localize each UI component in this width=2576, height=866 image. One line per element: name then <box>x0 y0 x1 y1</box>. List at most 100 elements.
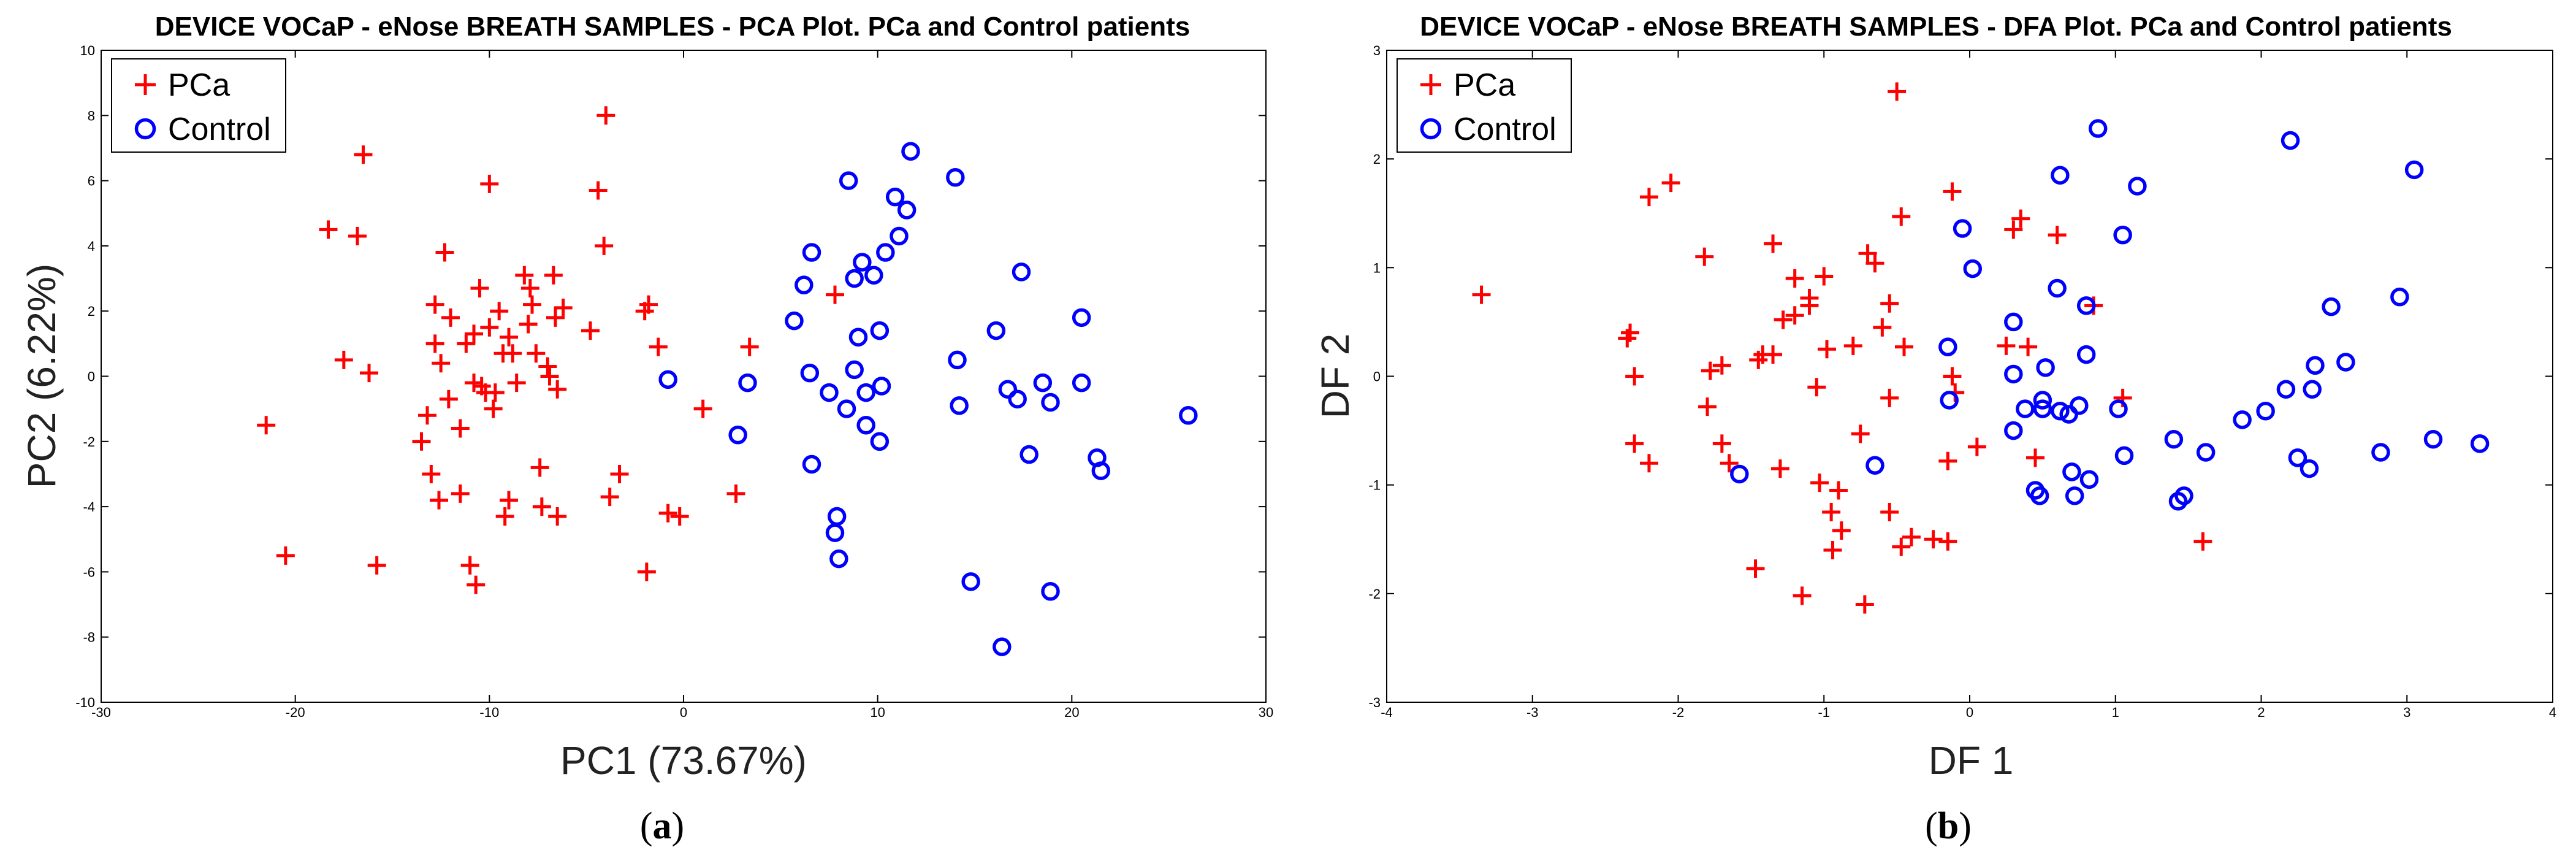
pca-pca-point <box>503 344 522 363</box>
pca-y-tick-label: 6 <box>88 174 95 189</box>
dfa-control-point <box>2030 486 2049 505</box>
dfa-pca-point <box>1888 82 1907 101</box>
dfa-control-point <box>1940 391 1959 410</box>
pca-control-point <box>1008 389 1027 408</box>
dfa-panel-caption: (b) <box>1925 805 1972 847</box>
pca-control-point <box>948 350 967 370</box>
pca-control-point <box>890 226 909 246</box>
dfa-pca-point <box>1938 451 1957 470</box>
pca-pca-point <box>500 491 518 510</box>
dfa-control-point <box>2033 391 2052 410</box>
dfa-control-point <box>2033 399 2052 418</box>
dfa-control-point <box>2404 160 2424 180</box>
pca-y-tick-label: -8 <box>83 630 95 645</box>
dfa-pca-point <box>1997 336 2016 355</box>
pca-pca-point <box>649 337 668 356</box>
dfa-control-point <box>2233 410 2252 429</box>
dfa-control-point <box>2281 131 2300 150</box>
dfa-pca-point <box>1818 340 1836 359</box>
pca-control-point <box>829 549 848 569</box>
pca-control-point <box>961 572 980 591</box>
pca-plot-area <box>101 50 1267 703</box>
pca-pca-point <box>670 507 689 526</box>
pca-pca-point <box>546 308 565 327</box>
dfa-pca-point <box>1746 559 1765 578</box>
dfa-pca-point <box>1639 454 1658 473</box>
dfa-pca-point <box>1832 521 1851 540</box>
dfa-control-point <box>2004 421 2023 440</box>
dfa-control-point <box>2079 470 2099 489</box>
dfa-control-point <box>2070 396 2089 415</box>
dfa-pca-point <box>2011 209 2030 228</box>
pca-y-tick-label: -2 <box>83 434 95 450</box>
dfa-control-point <box>2076 296 2096 315</box>
pca-pca-point <box>515 266 534 285</box>
pca-panel-caption: (a) <box>640 805 684 847</box>
pca-pca-point <box>486 383 505 402</box>
pca-pca-point <box>554 298 573 317</box>
pca-pca-point <box>451 484 470 503</box>
dfa-pca-point <box>1924 530 1943 549</box>
dfa-pca-point <box>1625 367 1644 386</box>
dfa-pca-point <box>1943 182 1962 201</box>
pca-control-point <box>785 311 804 331</box>
pca-x-tick-label: 30 <box>1259 705 1273 720</box>
pca-control-point <box>658 370 677 389</box>
dfa-y-tick-label: 2 <box>1373 151 1381 167</box>
pca-pca-point <box>439 389 458 408</box>
pca-control-point <box>1179 406 1198 425</box>
dfa-control-point <box>2300 459 2319 478</box>
dfa-pca-point <box>1873 318 1892 337</box>
dfa-control-point <box>2390 287 2409 307</box>
dfa-control-point <box>1938 337 1957 356</box>
dfa-control-point <box>2113 225 2132 245</box>
pca-control-point <box>856 383 875 402</box>
pca-x-tick-label: -20 <box>286 705 305 720</box>
dfa-control-point <box>2303 380 2322 399</box>
pca-control-point <box>870 432 890 451</box>
dfa-pca-point <box>1695 247 1714 266</box>
pca-pca-point <box>422 464 441 483</box>
dfa-pca-point <box>1880 388 1899 407</box>
dfa-x-axis-label: DF 1 <box>1929 738 2014 783</box>
pca-legend-pca-label: PCa <box>168 67 230 103</box>
dfa-pca-point <box>1851 424 1870 443</box>
pca-control-point <box>1091 461 1111 480</box>
dfa-pca-point <box>1880 294 1899 313</box>
pca-y-tick-label: -10 <box>75 695 95 710</box>
dfa-control-point <box>2322 297 2341 316</box>
pca-control-point <box>986 321 1006 340</box>
dfa-legend-pca-label: PCa <box>1454 67 1515 103</box>
dfa-x-tick-label: -2 <box>1672 705 1685 720</box>
dfa-y-tick-label: -2 <box>1368 586 1381 602</box>
dfa-pca-point <box>1858 244 1877 263</box>
pca-x-tick-label: -10 <box>479 705 499 720</box>
pca-control-point <box>825 523 845 542</box>
pca-x-tick-label: 20 <box>1064 705 1079 720</box>
dfa-pca-point <box>2019 337 2038 356</box>
dfa-pca-point <box>1880 502 1899 521</box>
pca-pca-point <box>507 374 526 393</box>
pca-pca-point <box>610 464 629 483</box>
pca-y-axis-label: PC2 (6.22%) <box>20 264 64 488</box>
dfa-pca-point <box>1843 336 1862 355</box>
pca-pca-point <box>319 220 338 239</box>
pca-pca-point <box>276 546 295 565</box>
pca-control-point <box>802 454 821 474</box>
dfa-pca-point <box>1621 323 1640 342</box>
dfa-legend-control-label: Control <box>1454 112 1557 147</box>
dfa-pca-point <box>1785 306 1804 325</box>
pca-pca-point <box>451 419 470 438</box>
dfa-control-point <box>2051 166 2070 185</box>
pca-pca-point <box>581 321 600 340</box>
pca-pca-point <box>480 318 499 337</box>
dfa-control-point <box>2423 430 2443 449</box>
pca-control-point <box>1072 373 1091 393</box>
pca-legend-control-marker <box>134 118 156 140</box>
pca-pca-point <box>480 174 499 193</box>
pca-y-tick-label: 8 <box>88 108 95 123</box>
pca-control-point <box>993 637 1012 656</box>
dfa-y-tick-label: 1 <box>1373 260 1381 275</box>
pca-pca-point <box>470 278 489 297</box>
pca-chart-title: DEVICE VOCaP - eNose BREATH SAMPLES - PC… <box>155 12 1191 42</box>
